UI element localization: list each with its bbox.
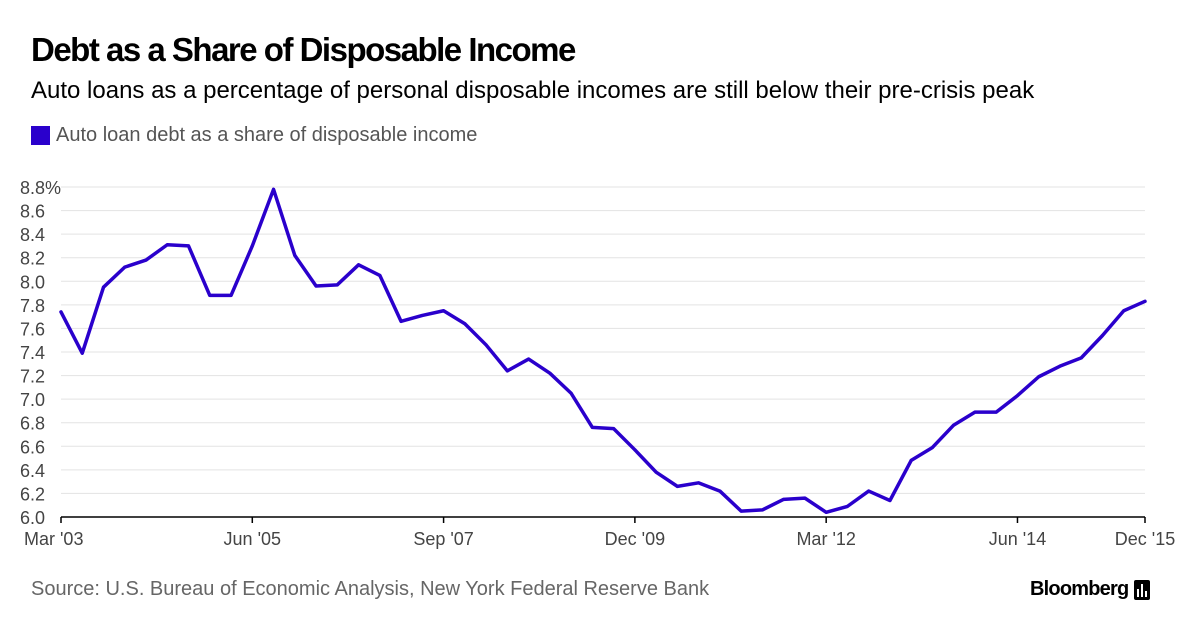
x-tick-label: Sep '07 [413,529,474,549]
legend-swatch [31,125,50,145]
data-point [888,499,892,502]
data-point [527,357,531,361]
data-point [505,369,509,373]
data-point [697,481,701,485]
data-point [80,351,84,355]
data-point [952,423,956,427]
data-point [123,265,127,269]
data-point [1122,309,1126,313]
y-tick-label: 7.2 [20,367,45,387]
data-point [824,510,828,514]
data-point [909,458,913,462]
series-layer [59,187,1147,515]
y-tick-label: 8.0 [20,272,45,292]
data-point [654,470,658,474]
data-point [1143,299,1147,303]
data-point [718,489,722,493]
y-tick-label: 7.8 [20,296,45,316]
data-point [378,273,382,277]
data-point [144,258,148,262]
data-point [59,310,63,314]
legend-label: Auto loan debt as a share of disposable … [56,123,478,146]
y-tick-label: 8.4 [20,225,45,245]
y-tick-label: 7.0 [20,390,45,410]
data-point [187,244,191,248]
data-point [165,243,169,247]
y-tick-label: 8.8% [20,178,61,198]
series-line-auto-loan-debt [59,187,1147,515]
y-tick-label: 6.4 [20,461,45,481]
data-point [973,410,977,414]
data-point [335,283,339,287]
x-tick-label: Dec '09 [605,529,665,549]
bar-chart-icon [1134,579,1151,600]
y-tick-label: 7.4 [20,343,45,363]
data-point [1079,356,1083,360]
brand: Bloomberg [1030,578,1151,601]
x-tick-label: Mar '03 [24,529,83,549]
data-point [548,371,552,375]
y-tick-label: 7.6 [20,319,45,339]
data-point [590,425,594,429]
data-point [1037,375,1041,379]
data-point [1058,364,1062,368]
gridlines [61,186,1145,494]
y-axis-ticks: 6.0 6.2 6.4 6.6 6.8 7.0 7.2 7.4 7.6 7.8 8.0 8.2 8.4 8… [20,178,61,528]
data-point [803,496,807,500]
data-point [633,448,637,452]
data-point [1015,394,1019,398]
x-tick-label: Dec '15 [1115,529,1175,549]
legend: Auto loan debt as a share of disposable … [31,123,477,147]
data-point [484,343,488,347]
y-tick-label: 6.2 [20,484,45,504]
chart-subtitle: Auto loans as a percentage of personal d… [31,77,1035,104]
data-point [293,253,297,257]
y-tick-label: 8.6 [20,202,45,222]
data-point [739,509,743,513]
data-point [357,263,361,267]
data-point [782,497,786,501]
x-axis: Mar '03 Jun '05 Sep '07 Dec '09 Mar '12 Jun '… [24,516,1175,549]
x-tick-label: Jun '14 [989,529,1046,549]
data-point [845,504,849,508]
data-point [1100,334,1104,337]
data-point [229,293,233,297]
data-point [994,410,998,414]
data-point [442,309,446,313]
x-tick-label: Mar '12 [796,529,855,549]
data-point [760,508,764,512]
y-tick-label: 8.2 [20,249,45,269]
data-point [399,319,403,323]
data-point [930,445,934,449]
data-point [675,484,679,488]
y-tick-label: 6.6 [20,437,45,457]
data-point [463,322,467,326]
data-point [102,285,106,289]
data-point [420,313,424,317]
brand-logo: Bloomberg [1030,578,1129,600]
data-point [314,284,318,288]
y-tick-label: 6.8 [20,414,45,434]
chart-title: Debt as a Share of Disposable Income [31,31,576,68]
data-point [208,293,212,297]
x-tick-label: Jun '05 [224,529,281,549]
data-point [272,187,276,191]
data-point [569,391,573,395]
source-note: Source: U.S. Bureau of Economic Analysis… [31,578,710,600]
data-point [250,244,254,248]
y-tick-label: 6.0 [20,508,45,528]
data-point [612,427,616,431]
data-point [867,489,871,493]
